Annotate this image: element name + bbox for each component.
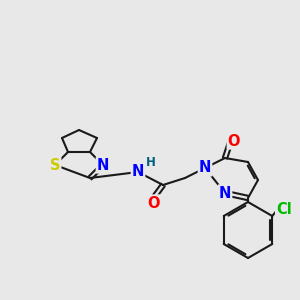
Text: N: N bbox=[132, 164, 144, 179]
Text: O: O bbox=[148, 196, 160, 211]
Text: Cl: Cl bbox=[276, 202, 292, 217]
Text: N: N bbox=[219, 185, 231, 200]
Text: O: O bbox=[228, 134, 240, 148]
Text: H: H bbox=[146, 156, 156, 169]
Text: S: S bbox=[50, 158, 60, 172]
Text: N: N bbox=[199, 160, 211, 175]
Text: N: N bbox=[97, 158, 109, 172]
